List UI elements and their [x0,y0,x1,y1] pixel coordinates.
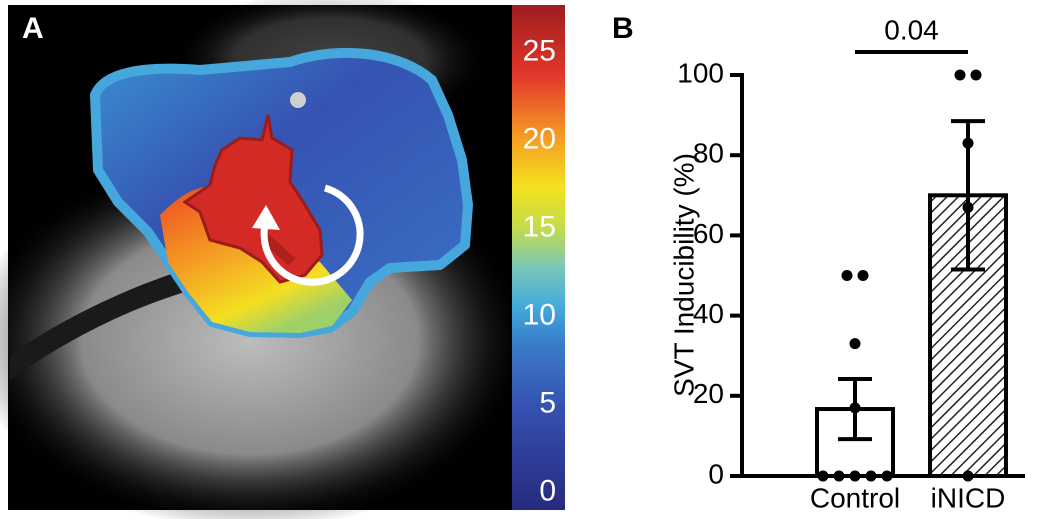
data-point [962,137,974,149]
y-tick-label: 40 [693,298,724,329]
y-tick-label: 80 [693,138,724,169]
colorbar-tick-label: 5 [539,386,556,419]
colorbar [512,5,565,510]
y-tick-label: 100 [677,57,724,88]
data-point [962,201,974,213]
data-point [962,470,974,482]
colorbar-tick-label: 20 [523,122,556,155]
data-point [833,470,845,482]
data-point [849,470,861,482]
colorbar-tick-label: 10 [523,298,556,331]
colorbar-tick-label: 15 [523,210,556,243]
data-point [817,470,829,482]
y-tick-label: 60 [693,218,724,249]
tissue-fold [10,265,210,380]
reentry-arrowhead [252,205,280,230]
y-tick-label: 0 [708,458,724,489]
panel-b: B SVT Inducibility (%) [612,12,699,397]
y-axis-label: SVT Inducibility (%) [668,153,699,397]
data-point [881,470,893,482]
marker [290,92,306,108]
y-tick-label: 20 [693,378,724,409]
colorbar-tick-label: 0 [539,474,556,507]
data-point [849,338,861,350]
significance-label: 0.04 [884,14,939,45]
data-point [841,270,853,281]
earliest-activation [182,114,324,284]
data-point [954,69,966,81]
data-point [865,470,877,482]
panel-label: B [612,12,634,45]
x-tick-label: iNICD [931,482,1006,513]
data-point [970,69,982,81]
panel-a: A [0,0,565,519]
reentry-arrow [260,184,364,286]
data-point [857,270,869,281]
data-point [849,402,861,414]
panel-label: A [22,12,44,45]
x-tick-label: Control [810,482,900,513]
colorbar-tick-label: 25 [523,34,556,67]
